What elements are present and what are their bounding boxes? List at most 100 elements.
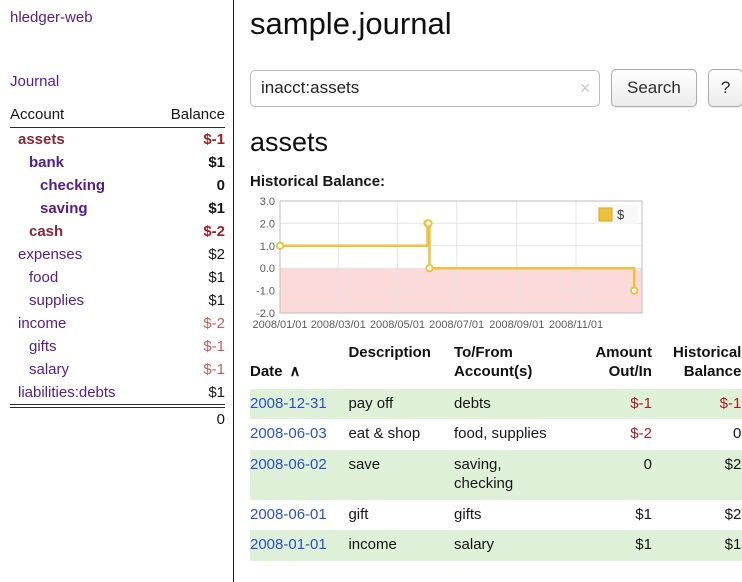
- register-description-cell: eat & shop: [348, 425, 421, 442]
- data-point-marker: [425, 264, 434, 273]
- accounts-total: 0: [152, 404, 225, 431]
- account-link[interactable]: supplies: [29, 292, 85, 309]
- account-balance: $1: [208, 200, 225, 217]
- register-accounts-cell: salary: [454, 536, 495, 553]
- accounts-total-spacer: [10, 404, 153, 431]
- app-title-link[interactable]: hledger-web: [10, 9, 93, 26]
- register-description-cell: gift: [348, 505, 369, 523]
- account-link[interactable]: bank: [29, 154, 65, 171]
- register-accounts-cell: gifts: [454, 505, 482, 523]
- page-title: sample.journal: [250, 6, 452, 41]
- account-link[interactable]: liabilities:debts: [18, 384, 116, 401]
- account-balance: $-1: [203, 338, 225, 355]
- register-description-cell: save: [348, 455, 381, 473]
- transaction-date-link[interactable]: 2008-06-01: [250, 505, 327, 523]
- account-row: checking 0: [10, 174, 225, 197]
- x-tick-label: 2008/03/01: [311, 319, 366, 331]
- account-link[interactable]: income: [18, 315, 67, 332]
- account-name-cell: bank: [10, 151, 152, 174]
- register-date-cell: 2008-12-31: [250, 389, 348, 420]
- help-button[interactable]: ?: [707, 69, 742, 107]
- register-balance-cell: 0: [733, 425, 742, 442]
- register-balance-cell: $2: [724, 505, 742, 523]
- register-amount-cell: 0: [643, 455, 652, 473]
- account-row: assets $-1: [10, 128, 225, 152]
- sort-ascending-icon: [290, 363, 301, 380]
- x-tick-label: 2008/09/01: [489, 319, 544, 331]
- description-header: Description: [348, 344, 431, 361]
- transaction-date-link[interactable]: 2008-01-01: [250, 536, 327, 553]
- search-button[interactable]: Search: [611, 69, 697, 107]
- register-description-cell: pay off: [348, 394, 394, 412]
- account-link[interactable]: salary: [29, 361, 70, 378]
- account-row: cash $-2: [10, 220, 225, 243]
- y-tick-label: 1.0: [260, 241, 275, 253]
- nav-journal-link[interactable]: Journal: [10, 73, 60, 90]
- data-point-marker: [630, 286, 639, 295]
- register-amount-cell: $1: [635, 536, 652, 553]
- register-amount-cell: $-2: [630, 425, 652, 442]
- account-name-cell: expenses: [10, 243, 152, 266]
- account-link[interactable]: checking: [40, 177, 106, 194]
- account-name-cell: checking: [10, 174, 152, 197]
- register-row: 2008-06-02 save saving, checking 0 $2: [250, 449, 742, 500]
- account-row: liabilities:debts $1: [10, 381, 225, 406]
- register-balance-cell: $1: [724, 536, 742, 553]
- legend-swatch-icon: [598, 207, 613, 222]
- account-heading: assets: [250, 127, 329, 157]
- account-balance: 0: [216, 177, 225, 194]
- register-date-cell: 2008-06-02: [250, 450, 348, 500]
- y-tick-label: 2.0: [260, 218, 275, 230]
- y-tick-label: 3.0: [260, 197, 275, 208]
- balance-header: Historical Balance: [672, 344, 742, 380]
- register-accounts-cell: debts: [454, 394, 491, 412]
- account-balance: $1: [208, 154, 225, 171]
- accounts-table: Account Balance assets $-1 bank $1 checking 0…: [10, 103, 225, 431]
- y-tick-label: 0.0: [260, 263, 275, 275]
- account-balance: $-1: [203, 361, 225, 378]
- account-link[interactable]: assets: [18, 131, 65, 148]
- accounts-total-row: 0: [10, 404, 225, 431]
- register-balance-cell: $2: [724, 455, 742, 473]
- account-link[interactable]: saving: [40, 200, 88, 217]
- account-name-cell: saving: [10, 197, 152, 220]
- register-row: 2008-01-01 income salary $1 $1: [250, 530, 742, 561]
- transaction-date-link[interactable]: 2008-12-31: [250, 394, 327, 412]
- clear-search-icon[interactable]: [579, 80, 591, 97]
- transaction-date-link[interactable]: 2008-06-02: [250, 455, 327, 473]
- account-row: income $-2: [10, 312, 225, 335]
- data-point-marker: [424, 219, 433, 228]
- register-header-row: Date Description To/From Account(s) Amou…: [250, 344, 742, 389]
- account-balance: $-2: [203, 315, 225, 332]
- plot-border: [279, 200, 643, 314]
- transaction-date-link[interactable]: 2008-06-03: [250, 425, 327, 442]
- account-name-cell: income: [10, 312, 152, 335]
- account-balance: $-1: [203, 131, 225, 148]
- account-balance: $-2: [203, 223, 225, 240]
- account-name-cell: assets: [10, 128, 152, 152]
- account-name-cell: cash: [10, 220, 152, 243]
- legend-label: $: [617, 207, 625, 222]
- amount-header: Amount Out/In: [595, 344, 652, 380]
- account-link[interactable]: food: [29, 269, 59, 286]
- accounts-body: assets $-1 bank $1 checking 0 saving $1 cash $-2 e…: [10, 128, 225, 407]
- register-amount-cell: $1: [635, 505, 652, 523]
- account-link[interactable]: gifts: [29, 338, 57, 355]
- search-input[interactable]: [250, 69, 600, 107]
- accounts-col-account: Account: [10, 103, 153, 128]
- account-row: food $1: [10, 266, 225, 289]
- account-row: saving $1: [10, 197, 225, 220]
- register-body: 2008-12-31 pay off debts $-1 $-1 2008-06-03 ea…: [250, 388, 742, 561]
- x-tick-label: 2008/11/01: [549, 319, 603, 331]
- accounts-col-balance: Balance: [152, 103, 225, 128]
- account-link[interactable]: cash: [29, 223, 64, 240]
- search-box: [250, 69, 600, 107]
- account-link[interactable]: expenses: [18, 246, 83, 263]
- account-row: bank $1: [10, 151, 225, 174]
- date-sort-link[interactable]: Date: [250, 363, 301, 380]
- sidebar: hledger-web Journal Account Balance asse…: [0, 0, 234, 582]
- register-accounts-cell: food, supplies: [454, 425, 547, 442]
- account-row: salary $-1: [10, 358, 225, 381]
- register-balance-cell: $-1: [719, 394, 742, 412]
